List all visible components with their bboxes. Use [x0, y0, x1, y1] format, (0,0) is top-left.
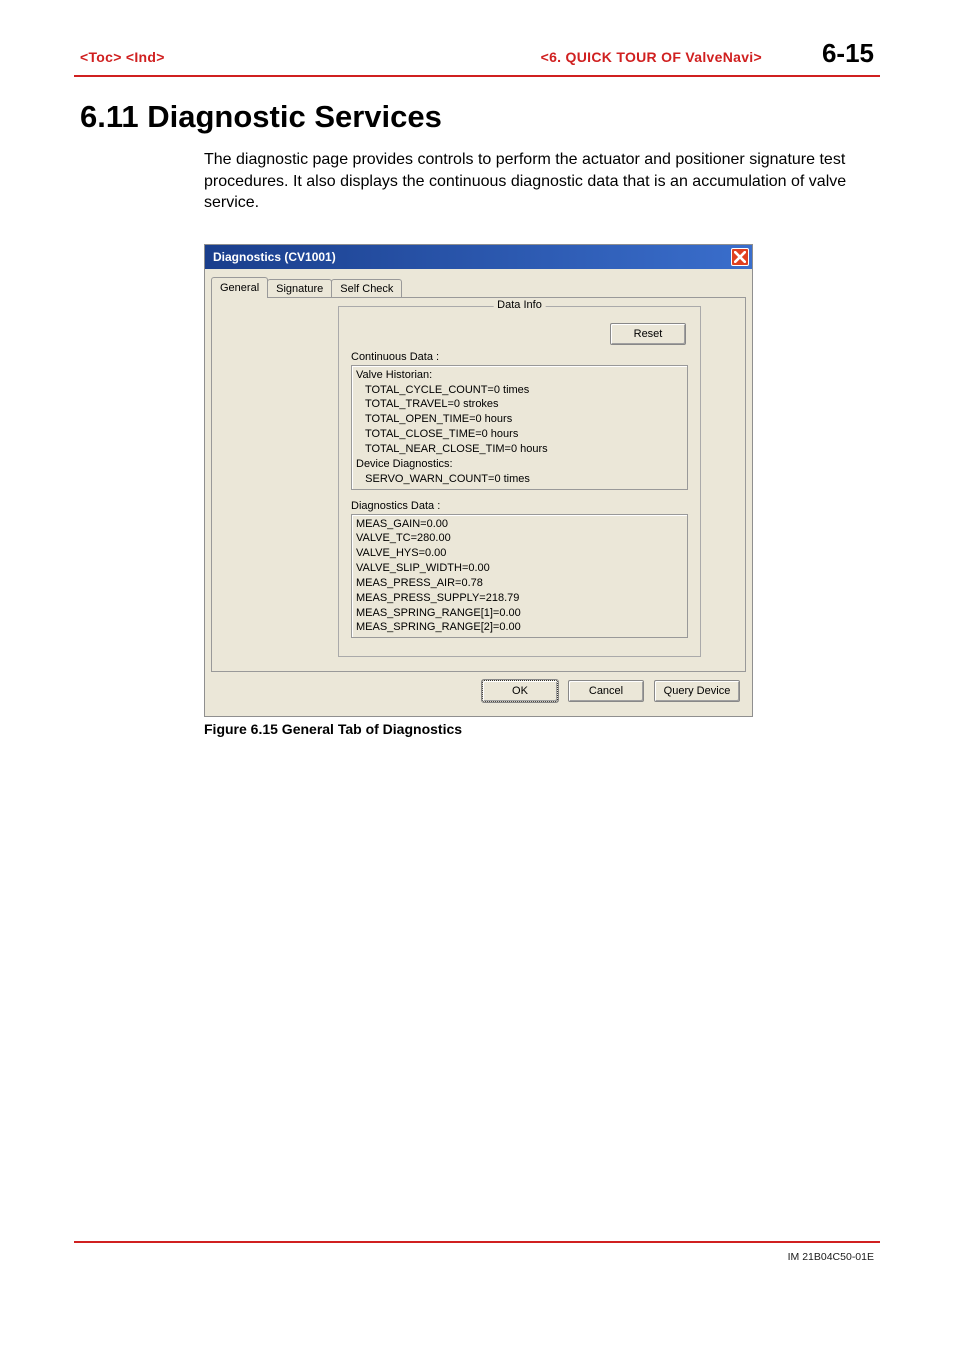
- dialog-titlebar: Diagnostics (CV1001): [205, 245, 752, 269]
- group-legend: Data Info: [493, 299, 546, 311]
- dialog-title: Diagnostics (CV1001): [213, 250, 336, 264]
- figure-caption: Figure 6.15 General Tab of Diagnostics: [204, 721, 880, 737]
- ok-button[interactable]: OK: [482, 680, 558, 702]
- document-id: IM 21B04C50-01E: [788, 1251, 874, 1263]
- data-info-group: Data Info Reset Continuous Data : Valve …: [338, 306, 701, 658]
- diagnostics-data-label: Diagnostics Data :: [351, 500, 692, 512]
- query-device-button[interactable]: Query Device: [654, 680, 740, 702]
- tab-general[interactable]: General: [211, 277, 268, 298]
- cancel-button[interactable]: Cancel: [568, 680, 644, 702]
- header-rule: [74, 75, 880, 77]
- tabstrip: General Signature Self Check: [211, 277, 746, 297]
- reset-button[interactable]: Reset: [610, 323, 686, 345]
- diagnostics-data-box: MEAS_GAIN=0.00 VALVE_TC=280.00 VALVE_HYS…: [351, 514, 688, 639]
- page: <Toc> <Ind> <6. QUICK TOUR OF ValveNavi>…: [0, 0, 954, 1287]
- continuous-data-label: Continuous Data :: [351, 351, 692, 363]
- header-nav-left[interactable]: <Toc> <Ind>: [80, 49, 165, 65]
- close-icon: [734, 251, 746, 263]
- dialog-body: General Signature Self Check Data Info R…: [205, 269, 752, 717]
- tab-signature[interactable]: Signature: [267, 279, 332, 298]
- footer-rule: [74, 1241, 880, 1243]
- dialog-footer: OK Cancel Query Device: [211, 672, 746, 710]
- figure: Diagnostics (CV1001) General Signature S…: [204, 244, 880, 738]
- page-header: <Toc> <Ind> <6. QUICK TOUR OF ValveNavi>…: [74, 38, 880, 75]
- diagnostics-dialog: Diagnostics (CV1001) General Signature S…: [204, 244, 753, 718]
- tab-panel-general: Data Info Reset Continuous Data : Valve …: [211, 297, 746, 673]
- page-number: 6-15: [822, 38, 874, 69]
- continuous-data-box: Valve Historian: TOTAL_CYCLE_COUNT=0 tim…: [351, 365, 688, 490]
- tab-selfcheck[interactable]: Self Check: [331, 279, 402, 298]
- body-paragraph: The diagnostic page provides controls to…: [204, 149, 874, 214]
- reset-row: Reset: [347, 323, 686, 345]
- section-heading: 6.11 Diagnostic Services: [74, 99, 880, 135]
- close-button[interactable]: [731, 248, 749, 266]
- header-nav-section[interactable]: <6. QUICK TOUR OF ValveNavi>: [541, 49, 762, 65]
